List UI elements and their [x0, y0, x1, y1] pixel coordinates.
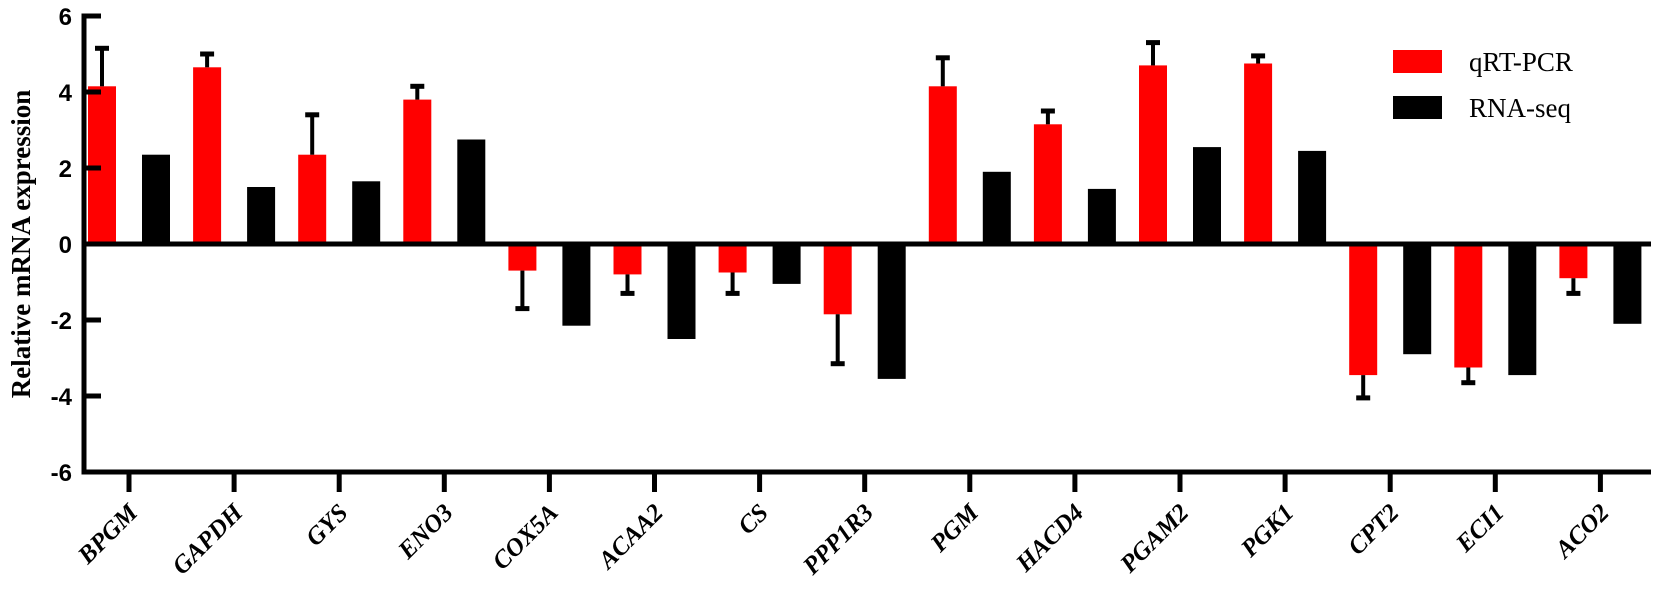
- y-tick-label: 0: [59, 232, 72, 259]
- category-group-pgm: [928, 55, 1011, 244]
- bars-group: [88, 40, 1642, 401]
- x-tick-label-hacd4: HACD4: [1010, 499, 1089, 578]
- category-group-aco2: [1559, 244, 1642, 324]
- x-tick-label-pgam2: PGAM2: [1115, 499, 1195, 579]
- y-tick-label: -4: [51, 384, 73, 411]
- bar-rna-seq-cox5a: [562, 244, 591, 326]
- legend-label-rna-seq: RNA-seq: [1469, 93, 1571, 123]
- x-tick-label-cs: CS: [733, 499, 774, 540]
- legend: qRT-PCR RNA-seq: [1393, 47, 1573, 123]
- y-axis-label: Relative mRNA expression: [6, 90, 36, 398]
- bar-qrt-pcr-cox5a: [508, 244, 537, 271]
- bar-rna-seq-bpgm: [142, 154, 170, 244]
- category-group-ppp1r3: [823, 244, 906, 379]
- bar-qrt-pcr-eci1: [1454, 244, 1483, 368]
- category-group-cs: [718, 244, 801, 296]
- bar-qrt-pcr-acaa2: [613, 244, 642, 275]
- y-tick-label: -6: [51, 460, 72, 487]
- x-tick-label-cpt2: CPT2: [1343, 499, 1404, 560]
- bar-rna-seq-ppp1r3: [877, 244, 906, 379]
- category-group-gys: [298, 112, 381, 244]
- bar-qrt-pcr-cs: [718, 244, 747, 273]
- bar-rna-seq-eno3: [457, 139, 486, 244]
- y-tick-label: 6: [59, 4, 72, 31]
- bar-qrt-pcr-eno3: [403, 99, 432, 244]
- x-tick-label-aco2: ACO2: [1549, 499, 1615, 565]
- category-group-gapdh: [193, 51, 276, 244]
- x-tick-label-gys: GYS: [301, 499, 353, 551]
- legend-swatch-qrt-pcr: [1393, 50, 1442, 73]
- bar-rna-seq-acaa2: [667, 244, 696, 339]
- bar-rna-seq-pgm: [982, 171, 1011, 244]
- category-group-bpgm: [88, 45, 170, 244]
- bar-rna-seq-gys: [352, 181, 381, 244]
- bar-rna-seq-gapdh: [247, 187, 276, 244]
- category-group-pgam2: [1139, 40, 1221, 245]
- bar-qrt-pcr-gys: [298, 154, 327, 244]
- x-tick-label-bpgm: BPGM: [72, 499, 143, 570]
- bar-qrt-pcr-cpt2: [1349, 244, 1378, 376]
- x-tick-label-pgk1: PGK1: [1235, 499, 1299, 563]
- category-group-hacd4: [1033, 108, 1116, 244]
- y-axis-title: Relative mRNA expression: [6, 90, 36, 398]
- x-tick-label-pgm: PGM: [925, 499, 985, 559]
- category-group-eno3: [403, 83, 486, 244]
- y-tick-label: 2: [59, 156, 72, 183]
- bar-qrt-pcr-aco2: [1559, 244, 1588, 279]
- y-tick-label: -2: [51, 308, 72, 335]
- x-tick-label-ppp1r3: PPP1R3: [797, 499, 879, 581]
- category-group-eci1: [1454, 244, 1537, 386]
- x-tick-label-gapdh: GAPDH: [167, 498, 249, 580]
- bar-qrt-pcr-hacd4: [1033, 124, 1062, 244]
- bar-rna-seq-cs: [772, 244, 801, 284]
- bar-qrt-pcr-bpgm: [88, 86, 116, 244]
- x-tick-label-acaa2: ACAA2: [592, 499, 669, 576]
- bar-qrt-pcr-pgk1: [1244, 63, 1273, 244]
- bar-qrt-pcr-ppp1r3: [823, 244, 852, 315]
- legend-swatch-rna-seq: [1393, 96, 1442, 119]
- bar-rna-seq-pgk1: [1298, 150, 1327, 244]
- bar-rna-seq-hacd4: [1087, 188, 1116, 244]
- category-group-cox5a: [508, 244, 591, 326]
- x-tick-label-cox5a: COX5A: [488, 499, 564, 575]
- legend-label-qrt-pcr: qRT-PCR: [1469, 47, 1573, 77]
- x-tick-label-eno3: ENO3: [393, 499, 459, 565]
- bar-rna-seq-eci1: [1508, 244, 1537, 376]
- bar-qrt-pcr-pgm: [928, 86, 957, 244]
- x-tick-label-eci1: ECI1: [1450, 499, 1509, 558]
- bar-rna-seq-aco2: [1613, 244, 1642, 324]
- y-tick-label: 4: [59, 80, 73, 107]
- bar-qrt-pcr-pgam2: [1139, 65, 1167, 245]
- category-group-pgk1: [1244, 53, 1327, 244]
- bar-rna-seq-cpt2: [1403, 244, 1432, 355]
- category-group-acaa2: [613, 244, 696, 339]
- bar-qrt-pcr-gapdh: [193, 67, 222, 244]
- category-group-cpt2: [1349, 244, 1432, 401]
- bar-rna-seq-pgam2: [1193, 147, 1221, 244]
